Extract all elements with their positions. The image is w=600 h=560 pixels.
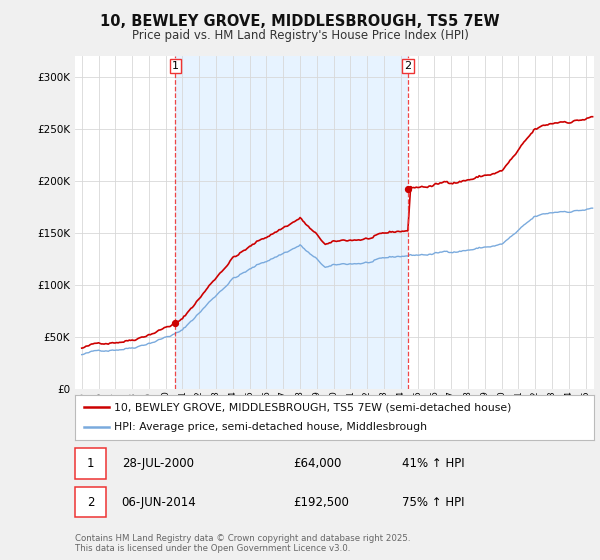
Text: £64,000: £64,000 (293, 458, 341, 470)
Text: 28-JUL-2000: 28-JUL-2000 (122, 458, 194, 470)
Text: 10, BEWLEY GROVE, MIDDLESBROUGH, TS5 7EW (semi-detached house): 10, BEWLEY GROVE, MIDDLESBROUGH, TS5 7EW… (114, 402, 511, 412)
Point (403, 184, 413, 193)
Text: Price paid vs. HM Land Registry's House Price Index (HPI): Price paid vs. HM Land Registry's House … (131, 29, 469, 42)
Text: 10, BEWLEY GROVE, MIDDLESBROUGH, TS5 7EW: 10, BEWLEY GROVE, MIDDLESBROUGH, TS5 7EW (100, 14, 500, 29)
Text: 06-JUN-2014: 06-JUN-2014 (122, 496, 196, 508)
Text: HPI: Average price, semi-detached house, Middlesbrough: HPI: Average price, semi-detached house,… (114, 422, 427, 432)
Point (170, 318, 180, 327)
Bar (175, 56, 408, 389)
Text: 41% ↑ HPI: 41% ↑ HPI (402, 458, 464, 470)
Text: 1: 1 (87, 458, 94, 470)
Text: 75% ↑ HPI: 75% ↑ HPI (402, 496, 464, 508)
Text: £192,500: £192,500 (293, 496, 349, 508)
Text: 2: 2 (404, 61, 412, 71)
Text: 2: 2 (87, 496, 94, 508)
FancyBboxPatch shape (75, 449, 106, 479)
Text: Contains HM Land Registry data © Crown copyright and database right 2025.
This d: Contains HM Land Registry data © Crown c… (75, 534, 410, 553)
FancyBboxPatch shape (75, 487, 106, 517)
Text: 1: 1 (172, 61, 179, 71)
